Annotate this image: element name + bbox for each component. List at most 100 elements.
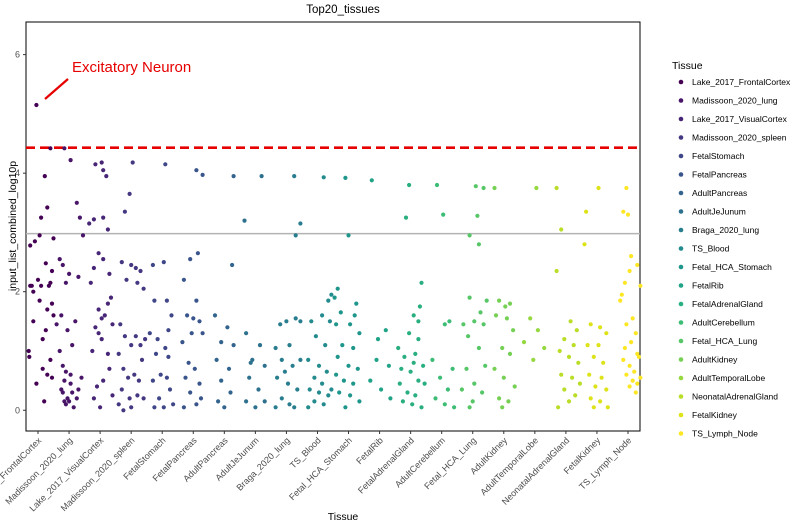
data-point	[335, 354, 340, 359]
data-point	[467, 295, 472, 300]
y-axis: 0 2 4 6	[15, 50, 26, 415]
data-point	[28, 243, 33, 248]
legend-swatch	[678, 135, 684, 140]
data-point	[67, 399, 72, 404]
data-point	[284, 319, 289, 324]
reference-lines	[26, 146, 640, 235]
data-point	[161, 405, 166, 410]
data-point	[562, 387, 567, 392]
data-point	[416, 378, 421, 383]
data-point	[588, 396, 593, 401]
data-point	[285, 381, 291, 386]
legend-swatch	[678, 153, 684, 159]
data-point	[35, 277, 41, 282]
data-point	[493, 313, 499, 318]
data-point	[189, 331, 194, 336]
data-point	[542, 345, 547, 351]
data-point	[231, 174, 236, 179]
data-point	[191, 316, 196, 321]
data-point	[320, 381, 325, 386]
data-point	[51, 313, 56, 318]
data-point	[621, 209, 626, 214]
data-point	[93, 325, 98, 330]
data-point	[248, 360, 253, 365]
data-point	[475, 213, 480, 218]
data-point	[500, 405, 505, 410]
legend-label: FetalRib	[692, 281, 724, 291]
data-point	[99, 337, 104, 342]
legend-swatch	[678, 79, 684, 85]
data-point	[48, 280, 53, 285]
data-point	[320, 313, 325, 318]
data-point	[397, 381, 402, 386]
data-point	[323, 343, 328, 348]
data-point	[49, 375, 55, 380]
data-point	[63, 280, 68, 285]
legend-label: FetalStomach	[692, 151, 745, 161]
data-point	[197, 319, 202, 324]
data-point	[556, 405, 561, 410]
data-point	[334, 372, 339, 377]
legend-swatch	[678, 320, 684, 325]
data-point	[67, 271, 72, 276]
legend-label: AdultJeJunum	[692, 207, 746, 217]
legend-label: AdultTemporalLobe	[692, 373, 766, 383]
x-tick-label: Braga_2020_lung	[235, 435, 292, 492]
data-point	[588, 322, 593, 327]
data-point	[31, 319, 36, 324]
data-point	[279, 357, 284, 362]
legend-label: Fetal_HCA_Stomach	[692, 262, 772, 272]
data-point	[118, 322, 123, 327]
data-point	[161, 260, 166, 265]
data-point	[430, 357, 435, 362]
data-point	[408, 369, 413, 374]
data-point	[298, 357, 303, 362]
legend-label: AdultPancreas	[692, 188, 747, 198]
data-point	[186, 360, 191, 365]
data-point	[332, 295, 337, 300]
data-point	[591, 405, 596, 410]
data-point	[467, 405, 472, 410]
data-point	[419, 280, 424, 285]
data-point	[45, 205, 50, 210]
data-point	[60, 363, 65, 368]
y-tick-label: 6	[15, 50, 20, 60]
data-point	[230, 262, 235, 268]
legend-swatch	[678, 338, 684, 344]
data-point	[152, 405, 157, 410]
data-point	[635, 381, 640, 386]
data-point	[40, 366, 45, 371]
data-point	[74, 396, 79, 401]
data-point	[480, 390, 485, 395]
data-point	[96, 307, 101, 312]
data-point	[253, 405, 258, 410]
data-point	[157, 396, 162, 401]
legend-label: AdultKidney	[692, 355, 738, 365]
data-point	[247, 375, 252, 380]
data-point	[312, 375, 317, 380]
data-point	[124, 277, 129, 282]
data-point	[135, 393, 140, 398]
data-point	[59, 387, 64, 392]
data-point	[110, 322, 115, 327]
legend-swatch	[678, 394, 684, 399]
data-point	[49, 268, 55, 274]
data-point	[438, 375, 443, 380]
legend-label: Lake_2017_VisualCortex	[692, 114, 788, 124]
data-point	[59, 313, 64, 318]
data-point	[407, 331, 412, 336]
data-point	[618, 298, 623, 303]
data-point	[584, 209, 589, 214]
data-point	[62, 378, 67, 383]
y-tick-label: 0	[15, 405, 20, 415]
data-point	[122, 334, 127, 339]
data-point	[507, 301, 513, 306]
data-point	[153, 351, 159, 356]
data-point	[256, 387, 261, 392]
data-point	[152, 298, 157, 303]
data-point	[329, 292, 334, 297]
data-point	[528, 316, 533, 321]
data-point	[497, 298, 502, 303]
legend-label: Braga_2020_lung	[692, 225, 759, 235]
data-point	[298, 319, 303, 324]
